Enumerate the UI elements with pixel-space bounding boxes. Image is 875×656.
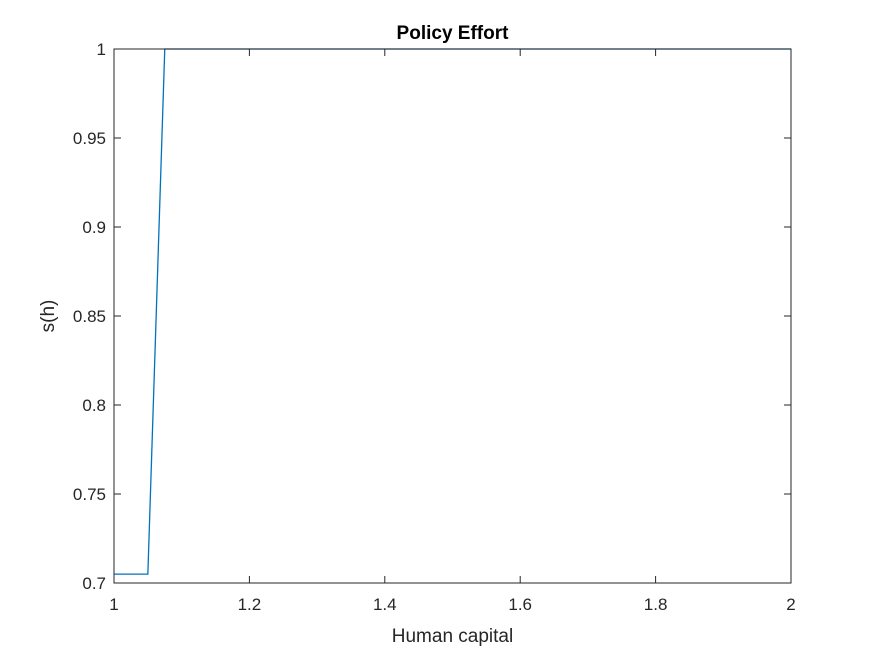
y-tick-label: 1 xyxy=(97,40,106,59)
y-tick-label: 0.75 xyxy=(73,485,106,504)
x-tick-label: 2 xyxy=(786,595,795,614)
y-axis-label: s(h) xyxy=(38,300,59,333)
y-tick-label: 0.8 xyxy=(82,396,106,415)
x-tick-label: 1.4 xyxy=(373,595,397,614)
x-tick-label: 1.8 xyxy=(644,595,668,614)
x-tick-label: 1.6 xyxy=(508,595,532,614)
x-tick-label: 1 xyxy=(109,595,118,614)
y-tick-label: 0.95 xyxy=(73,129,106,148)
chart-title: Policy Effort xyxy=(397,23,510,44)
x-tick-label: 1.2 xyxy=(238,595,262,614)
y-tick-label: 0.7 xyxy=(82,574,106,593)
plot-area xyxy=(114,49,791,583)
y-tick-label: 0.85 xyxy=(73,307,106,326)
y-tick-label: 0.9 xyxy=(82,218,106,237)
x-axis-label: Human capital xyxy=(392,626,513,647)
ticks-layer: 1 1.2 1.4 1.6 1.8 2 0.7 0.75 0.8 0.85 0.9 0.95 1 xyxy=(73,40,796,614)
